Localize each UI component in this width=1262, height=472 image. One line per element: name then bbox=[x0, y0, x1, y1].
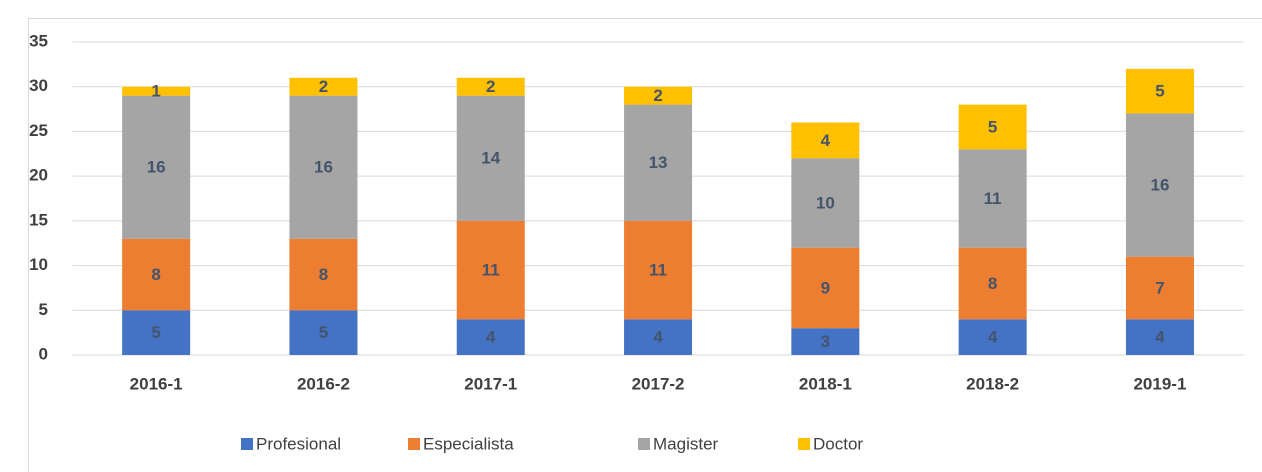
legend-swatch bbox=[241, 438, 253, 450]
bar-segment bbox=[289, 310, 358, 355]
data-label: 11 bbox=[482, 261, 500, 280]
data-label: 4 bbox=[1155, 328, 1165, 347]
bar-segment bbox=[1125, 256, 1194, 320]
bar-segment bbox=[1125, 68, 1194, 114]
y-tick-label: 0 bbox=[39, 344, 48, 363]
data-label: 13 bbox=[649, 153, 668, 172]
data-label: 2 bbox=[486, 77, 495, 96]
bar-segment bbox=[456, 319, 525, 355]
data-label: 11 bbox=[649, 261, 667, 280]
x-tick-label: 2017-1 bbox=[464, 374, 517, 393]
data-label: 8 bbox=[988, 274, 997, 293]
bar-segment bbox=[1125, 113, 1194, 257]
bar-segment bbox=[958, 247, 1027, 320]
data-label: 3 bbox=[821, 332, 830, 351]
y-tick-label: 20 bbox=[29, 166, 48, 185]
bar-segment bbox=[1125, 319, 1194, 355]
bar-segment bbox=[289, 95, 358, 239]
bar-segment bbox=[791, 122, 860, 159]
legend-swatch bbox=[798, 438, 810, 450]
data-label: 1 bbox=[151, 82, 160, 101]
data-label: 16 bbox=[1150, 176, 1169, 195]
bar-segment bbox=[122, 238, 191, 311]
y-tick-label: 15 bbox=[29, 210, 48, 229]
x-tick-label: 2019-1 bbox=[1133, 374, 1186, 393]
data-label: 2 bbox=[319, 77, 328, 96]
data-label: 5 bbox=[151, 323, 160, 342]
x-tick-label: 2017-2 bbox=[632, 374, 685, 393]
data-label: 4 bbox=[988, 328, 998, 347]
data-label: 14 bbox=[481, 149, 500, 168]
data-label: 9 bbox=[821, 278, 830, 297]
bar-segment bbox=[122, 95, 191, 239]
legend-label: Doctor bbox=[813, 434, 863, 453]
legend-swatch bbox=[408, 438, 420, 450]
bar-segment bbox=[456, 220, 525, 320]
bar-segment bbox=[624, 104, 693, 221]
bar-segment bbox=[624, 86, 693, 105]
data-label: 8 bbox=[319, 265, 328, 284]
bar-segment bbox=[958, 149, 1027, 248]
bar-segment bbox=[456, 77, 525, 96]
bar-segment bbox=[456, 95, 525, 221]
x-tick-label: 2016-2 bbox=[297, 374, 350, 393]
y-tick-label: 35 bbox=[29, 31, 48, 50]
bar-segment bbox=[958, 104, 1027, 150]
bar-segment bbox=[791, 158, 860, 248]
y-tick-label: 10 bbox=[29, 255, 48, 274]
bar-segment bbox=[122, 310, 191, 355]
data-label: 5 bbox=[1155, 82, 1164, 101]
data-label: 4 bbox=[486, 328, 496, 347]
data-label: 16 bbox=[314, 158, 333, 177]
legend-label: Profesional bbox=[256, 434, 341, 453]
legend-label: Especialista bbox=[423, 434, 514, 453]
y-tick-label: 25 bbox=[29, 121, 48, 140]
data-label: 8 bbox=[151, 265, 160, 284]
y-tick-label: 30 bbox=[29, 76, 48, 95]
data-label: 5 bbox=[988, 117, 997, 136]
bar-segment bbox=[624, 220, 693, 320]
bar-segment bbox=[289, 77, 358, 96]
data-label: 5 bbox=[319, 323, 328, 342]
data-label: 16 bbox=[147, 158, 166, 177]
bar-segment bbox=[958, 319, 1027, 355]
data-label: 7 bbox=[1155, 278, 1164, 297]
x-tick-label: 2018-1 bbox=[799, 374, 852, 393]
data-label: 10 bbox=[816, 193, 835, 212]
y-tick-label: 5 bbox=[39, 300, 48, 319]
bar-segment bbox=[289, 238, 358, 311]
data-label: 4 bbox=[653, 328, 663, 347]
bar-segment bbox=[791, 247, 860, 329]
data-label: 4 bbox=[821, 131, 831, 150]
bar-segment bbox=[624, 319, 693, 355]
legend-swatch bbox=[638, 438, 650, 450]
bar-segment bbox=[791, 328, 860, 355]
legend-label: Magister bbox=[653, 434, 719, 453]
data-label: 2 bbox=[653, 86, 662, 105]
data-label: 11 bbox=[984, 189, 1002, 208]
x-tick-label: 2016-1 bbox=[130, 374, 183, 393]
x-tick-label: 2018-2 bbox=[966, 374, 1019, 393]
bar-segment bbox=[122, 86, 191, 96]
